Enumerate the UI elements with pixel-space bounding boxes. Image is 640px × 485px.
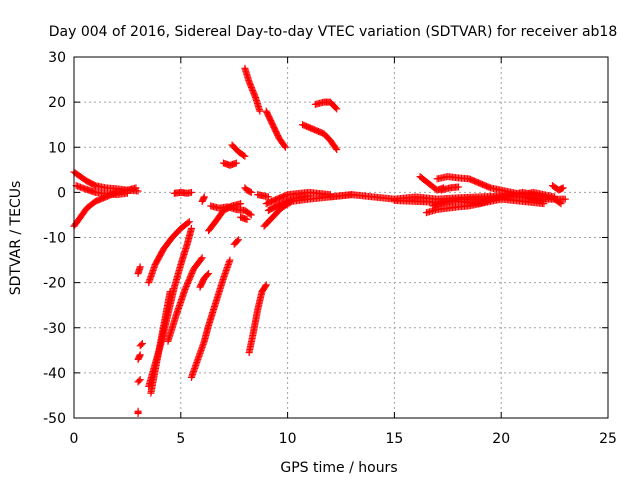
data-point — [136, 376, 144, 384]
y-tick-label: 20 — [48, 95, 66, 111]
data-point — [281, 142, 289, 150]
data-point — [305, 192, 313, 200]
data-point — [134, 355, 142, 363]
data-point — [540, 197, 548, 205]
data-point — [237, 200, 245, 208]
data-point — [281, 143, 289, 151]
data-point — [561, 195, 569, 203]
x-tick-label: 0 — [70, 431, 79, 447]
data-point — [557, 200, 565, 208]
data-point — [333, 105, 341, 113]
y-tick-label: 30 — [48, 50, 66, 66]
data-point — [197, 255, 205, 263]
data-point — [454, 183, 462, 191]
x-tick-label: 10 — [279, 431, 297, 447]
y-tick-label: 10 — [48, 140, 66, 156]
x-tick-label: 5 — [176, 431, 185, 447]
data-point — [332, 144, 340, 152]
data-point — [198, 254, 206, 262]
data-point — [166, 288, 174, 296]
y-tick-label: -40 — [43, 366, 66, 382]
data-point — [262, 281, 270, 289]
data-point — [551, 193, 559, 201]
data-point — [246, 210, 254, 218]
data-point — [204, 271, 211, 279]
y-tick-label: -30 — [43, 321, 66, 337]
data-point — [332, 104, 340, 112]
data-points — [70, 64, 569, 417]
y-tick-label: -50 — [43, 411, 66, 427]
data-point — [134, 407, 142, 415]
data-point — [556, 199, 564, 207]
data-point — [243, 215, 251, 223]
data-point — [137, 341, 145, 349]
y-tick-label: -10 — [43, 231, 66, 247]
data-point — [123, 189, 131, 197]
data-point — [205, 270, 213, 278]
data-point — [559, 184, 567, 192]
data-point — [256, 107, 264, 115]
y-axis-label: SDTVAR / TECUs — [8, 181, 24, 296]
data-point — [187, 224, 195, 232]
data-point — [232, 159, 240, 167]
data-point — [135, 377, 143, 385]
data-point — [333, 146, 341, 154]
data-point — [187, 188, 195, 196]
x-tick-label: 20 — [492, 431, 510, 447]
y-tick-label: -20 — [43, 276, 66, 292]
data-point — [240, 151, 248, 159]
data-point — [233, 237, 241, 245]
data-point — [234, 236, 242, 244]
data-point — [134, 187, 142, 195]
x-tick-label: 15 — [385, 431, 403, 447]
data-point — [247, 211, 255, 219]
data-point — [247, 188, 255, 196]
x-tick-label: 25 — [599, 431, 617, 447]
data-point — [226, 256, 234, 264]
y-tick-label: 0 — [57, 185, 66, 201]
chart-title: Day 004 of 2016, Sidereal Day-to-day VTE… — [49, 24, 618, 40]
axis-ticks: 0 5 10 15 20 25 30 20 10 0 -10 -20 -30 -40 -50 — [43, 50, 617, 447]
data-point — [198, 197, 206, 205]
data-point — [184, 219, 192, 227]
data-point — [241, 152, 249, 160]
data-point — [136, 263, 144, 271]
x-axis-label: GPS time / hours — [280, 460, 397, 476]
data-point — [185, 218, 193, 226]
data-point — [262, 282, 270, 290]
data-point — [136, 342, 144, 350]
